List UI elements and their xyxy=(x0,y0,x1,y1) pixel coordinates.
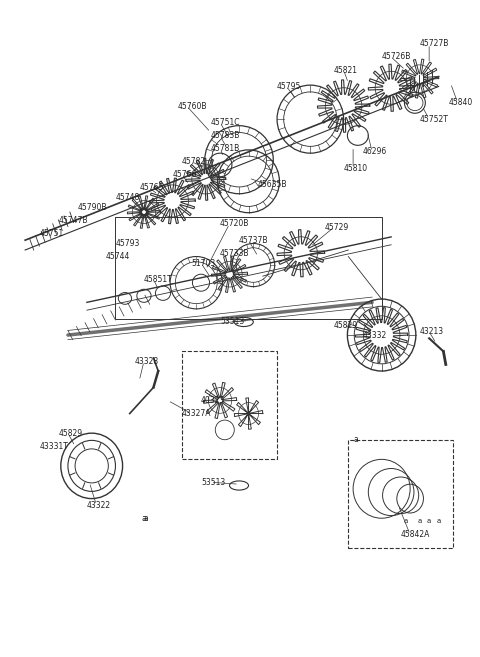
Text: 45783B: 45783B xyxy=(211,131,240,140)
Text: 45726B: 45726B xyxy=(382,53,411,62)
Text: 45790B: 45790B xyxy=(77,203,107,212)
Text: 45793: 45793 xyxy=(116,239,140,248)
Text: 43328: 43328 xyxy=(134,357,158,366)
Text: 46296: 46296 xyxy=(362,147,387,156)
Text: 45829: 45829 xyxy=(334,321,358,330)
Text: a: a xyxy=(403,518,408,524)
Text: a: a xyxy=(436,518,441,524)
Text: 51703: 51703 xyxy=(192,259,216,267)
Text: a: a xyxy=(144,514,149,523)
Bar xyxy=(182,351,277,459)
Text: a: a xyxy=(353,435,358,444)
Bar xyxy=(116,217,382,319)
Text: 45729: 45729 xyxy=(324,223,349,232)
Text: 40323: 40323 xyxy=(201,396,225,405)
Text: 45810: 45810 xyxy=(344,164,368,173)
Text: 45782: 45782 xyxy=(182,157,206,166)
Text: 45733B: 45733B xyxy=(220,249,250,258)
Text: 43331T: 43331T xyxy=(39,442,68,451)
Bar xyxy=(348,440,453,548)
Text: a: a xyxy=(418,518,422,524)
Text: 45851T: 45851T xyxy=(144,275,173,284)
Text: 45751C: 45751C xyxy=(211,118,240,127)
Text: 45635B: 45635B xyxy=(258,180,288,189)
Text: a: a xyxy=(427,518,431,524)
Text: 45737B: 45737B xyxy=(239,236,268,244)
Text: 45747B: 45747B xyxy=(59,216,88,225)
Text: 43332: 43332 xyxy=(362,330,387,340)
Text: 53513: 53513 xyxy=(201,478,225,487)
Text: 45760B: 45760B xyxy=(177,102,207,110)
Text: 43213: 43213 xyxy=(420,327,444,336)
Text: 45744: 45744 xyxy=(106,252,131,261)
Text: 45842A: 45842A xyxy=(401,530,430,539)
Text: 45727B: 45727B xyxy=(420,39,449,49)
Text: 45751: 45751 xyxy=(39,229,64,238)
Text: 45748: 45748 xyxy=(116,193,140,202)
Text: 45766: 45766 xyxy=(172,170,197,179)
Text: 45840: 45840 xyxy=(448,99,472,107)
Text: 43322: 43322 xyxy=(87,501,111,510)
Text: 53513: 53513 xyxy=(220,317,244,327)
Text: 45720B: 45720B xyxy=(220,219,250,229)
Text: 45821: 45821 xyxy=(334,66,358,75)
Text: 45829: 45829 xyxy=(59,428,83,438)
Text: 43327A: 43327A xyxy=(182,409,212,418)
Text: 45795: 45795 xyxy=(277,82,301,91)
Text: 45752T: 45752T xyxy=(420,115,448,124)
Text: 45765: 45765 xyxy=(139,183,164,193)
Text: 45781B: 45781B xyxy=(211,144,240,153)
Text: a: a xyxy=(142,514,146,523)
